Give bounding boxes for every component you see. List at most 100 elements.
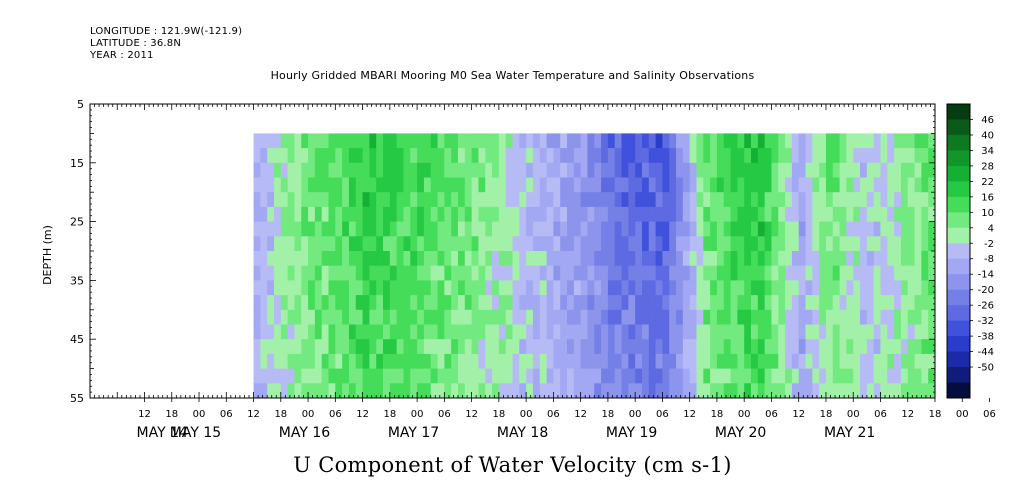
heatmap-cell <box>492 177 500 193</box>
heatmap-cell <box>335 295 343 311</box>
heatmap-cell <box>423 368 432 384</box>
heatmap-cell <box>689 192 698 208</box>
colorbar-swatch <box>947 258 970 275</box>
heatmap-cell <box>492 339 500 355</box>
heatmap-cell <box>921 383 929 398</box>
heatmap-cell <box>764 265 773 281</box>
heatmap-cell <box>335 265 343 281</box>
heatmap-cell <box>539 280 548 296</box>
heatmap-cell <box>532 353 541 370</box>
heatmap-cell <box>580 221 589 237</box>
heatmap-cell <box>710 251 718 267</box>
heatmap-cell <box>505 368 514 384</box>
heatmap-cell <box>328 221 336 237</box>
heatmap-cell <box>267 309 275 326</box>
heatmap-cell <box>751 148 759 164</box>
heatmap-cell <box>273 148 282 164</box>
heatmap-cell <box>764 148 773 164</box>
heatmap-cell <box>328 206 336 223</box>
heatmap-cell <box>703 162 711 179</box>
heatmap-cell <box>451 206 459 223</box>
heatmap-cell <box>894 383 902 398</box>
heatmap-cell <box>607 353 616 370</box>
heatmap-cell <box>873 162 882 179</box>
heatmap-cell <box>873 339 882 355</box>
heatmap-cell <box>696 251 704 267</box>
heatmap-cell <box>662 251 670 267</box>
heatmap-cell <box>866 221 875 237</box>
y-tick-label: 55 <box>70 392 84 405</box>
heatmap-cell <box>335 280 343 296</box>
heatmap-cell <box>444 368 452 384</box>
heatmap-cell <box>423 251 432 267</box>
heatmap-cell <box>464 236 473 252</box>
heatmap-cell <box>757 295 766 311</box>
heatmap-cell <box>812 162 820 179</box>
heatmap-cell <box>444 206 452 223</box>
heatmap-cell <box>819 162 827 179</box>
heatmap-cell <box>635 368 643 384</box>
heatmap-cell <box>628 251 636 267</box>
heatmap-cell <box>682 309 691 326</box>
colorbar-swatch <box>947 274 970 291</box>
heatmap-cell <box>880 251 888 267</box>
heatmap-cell <box>703 265 711 281</box>
heatmap-cell <box>791 339 800 355</box>
heatmap-cell <box>260 133 268 149</box>
heatmap-cell <box>928 236 935 252</box>
heatmap-cell <box>342 353 350 370</box>
heatmap-cell <box>573 192 582 208</box>
x-hour-tick-label: 18 <box>929 409 942 420</box>
heatmap-cell <box>587 221 595 237</box>
heatmap-cell <box>676 324 684 340</box>
heatmap-cell <box>846 295 854 311</box>
heatmap-cell <box>601 236 609 252</box>
heatmap-cell <box>280 206 289 223</box>
heatmap-cell <box>757 265 766 281</box>
heatmap-cell <box>410 353 418 370</box>
x-day-label: MAY 18 <box>497 425 548 441</box>
heatmap-cell <box>580 383 589 398</box>
heatmap-cell <box>778 251 786 267</box>
heatmap-cell <box>628 206 636 223</box>
heatmap-cell <box>689 280 698 296</box>
heatmap-cell <box>451 280 459 296</box>
heatmap-cell <box>485 251 493 267</box>
heatmap-cell <box>273 353 282 370</box>
heatmap-cell <box>655 251 664 267</box>
heatmap-cell <box>853 339 861 355</box>
heatmap-cell <box>376 177 384 193</box>
heatmap-cell <box>669 162 677 179</box>
heatmap-cell <box>335 368 343 384</box>
heatmap-cell <box>648 383 657 398</box>
heatmap-cell <box>301 353 309 370</box>
heatmap-cell <box>423 339 432 355</box>
heatmap-cell <box>696 353 704 370</box>
heatmap-cell <box>567 221 575 237</box>
heatmap-cell <box>478 236 486 252</box>
colorbar-label: 16 <box>981 192 994 203</box>
heatmap-cell <box>928 383 935 398</box>
x-day-label: MAY 19 <box>606 425 657 441</box>
heatmap-cell <box>301 383 309 398</box>
heatmap-cell <box>403 265 411 281</box>
x-hour-tick-label: 06 <box>329 409 342 420</box>
heatmap-cell <box>280 236 289 252</box>
heatmap-cell <box>519 324 527 340</box>
heatmap-cell <box>355 133 364 149</box>
heatmap-cell <box>457 133 466 149</box>
heatmap-cell <box>791 368 800 384</box>
heatmap-cell <box>444 221 452 237</box>
heatmap-cell <box>730 324 738 340</box>
heatmap-cell <box>805 221 813 237</box>
heatmap-cell <box>410 265 418 281</box>
heatmap-cell <box>607 280 616 296</box>
heatmap-cell <box>389 251 398 267</box>
heatmap-cell <box>921 309 929 326</box>
heatmap-cell <box>812 177 820 193</box>
heatmap-cell <box>635 148 643 164</box>
heatmap-cell <box>573 162 582 179</box>
heatmap-cell <box>703 368 711 384</box>
x-hour-tick-label: 18 <box>820 409 833 420</box>
heatmap-cell <box>607 251 616 267</box>
